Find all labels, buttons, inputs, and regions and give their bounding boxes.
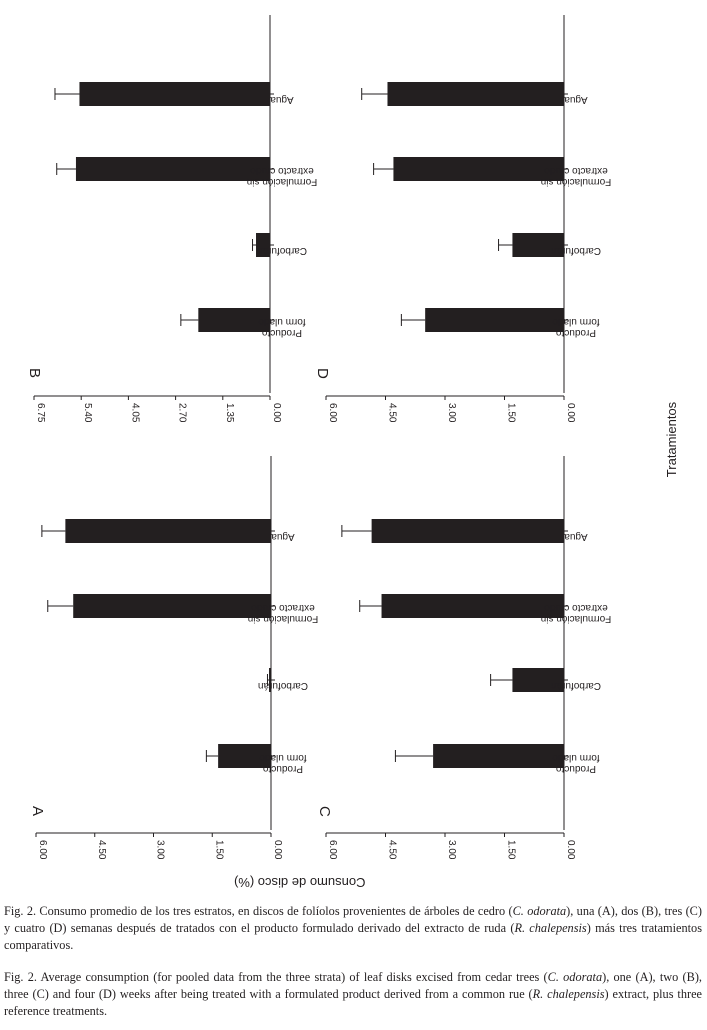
category-label-line: Producto — [556, 763, 596, 774]
panel-a-category-label: Carbofurán — [258, 680, 308, 691]
panel-b-value-tick-label: 4.05 — [129, 403, 140, 423]
panel-a-category-label: Agua — [271, 531, 295, 542]
y-axis-label: Consumo de disco (%) — [234, 875, 366, 890]
panel-c-category-label: Agua — [564, 531, 588, 542]
panel-c-category-label: Formulación sinextracto crudo — [541, 602, 612, 624]
category-label-line: form ulado — [259, 752, 307, 763]
panel-d-value-tick-label: 0.00 — [565, 403, 576, 423]
panel-c-value-tick-label: 3.00 — [446, 840, 457, 860]
panel-c-category-label: Productoform ulado — [552, 752, 600, 774]
panel-a-value-tick-label: 3.00 — [155, 840, 166, 860]
category-label-line: Carbofurán — [257, 245, 307, 256]
panel-a-value-tick-label: 0.00 — [272, 840, 283, 860]
category-label-line: extracto crudo — [544, 602, 608, 613]
panel-a-letter: A — [29, 806, 46, 816]
panel-a-category-label: Formulación sinextracto crudo — [248, 602, 319, 624]
figure-captions: Fig. 2. Consumo promedio de los tres est… — [4, 903, 702, 1020]
panel-c-bar — [381, 594, 564, 618]
panel-a-category-label: Productoform ulado — [259, 752, 307, 774]
category-label-line: Producto — [556, 327, 596, 338]
panel-d-value-tick-label: 6.00 — [327, 403, 338, 423]
category-label-line: Formulación sin — [248, 613, 319, 624]
panel-c-value-tick-label: 0.00 — [565, 840, 576, 860]
category-label-line: Formulación sin — [247, 176, 318, 187]
category-label-line: extracto crudo — [251, 602, 315, 613]
panel-a-bar — [73, 594, 271, 618]
caption-english: Fig. 2. Average consumption (for pooled … — [4, 970, 703, 1018]
category-label-line: form ulado — [552, 752, 600, 763]
panel-c-category-label: Carbofurán — [551, 680, 601, 691]
panel-d-bar — [387, 82, 564, 106]
panel-a-value-tick-label: 6.00 — [37, 840, 48, 860]
panel-b-category-label: Carbofurán — [257, 245, 307, 256]
panel-c-letter: C — [316, 806, 333, 817]
panel-c-bar — [512, 668, 564, 692]
panel-b-value-tick-label: 1.35 — [224, 403, 235, 423]
category-label-line: Formulación sin — [541, 176, 612, 187]
panel-c-bar — [433, 744, 564, 768]
panel-b-value-tick-label: 2.70 — [177, 403, 188, 423]
category-label-line: Producto — [262, 327, 302, 338]
category-label-line: Carbofurán — [258, 680, 308, 691]
caption-spanish: Fig. 2. Consumo promedio de los tres est… — [4, 904, 702, 952]
panel-d-category-label: Formulación sinextracto crudo — [541, 165, 612, 187]
panel-b-letter: B — [26, 368, 43, 378]
category-label-line: Carbofurán — [551, 245, 601, 256]
panel-b-value-tick-label: 5.40 — [82, 403, 93, 423]
category-label-line: form ulado — [258, 316, 306, 327]
category-label-line: Formulación sin — [541, 613, 612, 624]
category-label-line: Carbofurán — [551, 680, 601, 691]
panel-b-category-label: Productoform ulado — [258, 316, 306, 338]
panel-d-bar — [512, 233, 564, 257]
panel-b-bar — [198, 308, 270, 332]
category-label-line: Agua — [564, 94, 588, 105]
panel-a-bar — [269, 668, 271, 692]
category-label-line: extracto crudo — [544, 165, 608, 176]
category-label-line: Agua — [270, 94, 294, 105]
panel-b-value-tick-label: 0.00 — [271, 403, 282, 423]
panel-a-value-tick-label: 4.50 — [96, 840, 107, 860]
panel-a-value-tick-label: 1.50 — [213, 840, 224, 860]
panel-c-value-tick-label: 4.50 — [387, 840, 398, 860]
panel-b-bar — [75, 157, 270, 181]
panel-b-value-tick-label: 6.75 — [35, 403, 46, 423]
panel-a-bar — [65, 519, 271, 543]
panel-a-bar — [218, 744, 271, 768]
panel-b-category-label: Formulación sinextracto crudo — [247, 165, 318, 187]
category-label-line: Producto — [263, 763, 303, 774]
x-axis-label: Tratamientos — [664, 401, 680, 478]
panel-b-category-label: Agua — [270, 94, 294, 105]
panel-d-value-tick-label: 1.50 — [506, 403, 517, 423]
panel-d-category-label: Carbofurán — [551, 245, 601, 256]
category-label-line: Agua — [271, 531, 295, 542]
panel-c-value-tick-label: 1.50 — [506, 840, 517, 860]
category-label-line: Agua — [564, 531, 588, 542]
panel-d-value-tick-label: 4.50 — [387, 403, 398, 423]
panel-d-letter: D — [314, 368, 331, 379]
panel-b-bar — [256, 233, 270, 257]
category-label-line: extracto crudo — [250, 165, 314, 176]
panel-d-bar — [425, 308, 564, 332]
panel-d-bar — [393, 157, 564, 181]
panel-d-category-label: Agua — [564, 94, 588, 105]
panel-c-value-tick-label: 6.00 — [327, 840, 338, 860]
panel-d-value-tick-label: 3.00 — [446, 403, 457, 423]
panel-c-bar — [371, 519, 564, 543]
category-label-line: form ulado — [552, 316, 600, 327]
panel-d-category-label: Productoform ulado — [552, 316, 600, 338]
panel-b-bar — [79, 82, 271, 106]
